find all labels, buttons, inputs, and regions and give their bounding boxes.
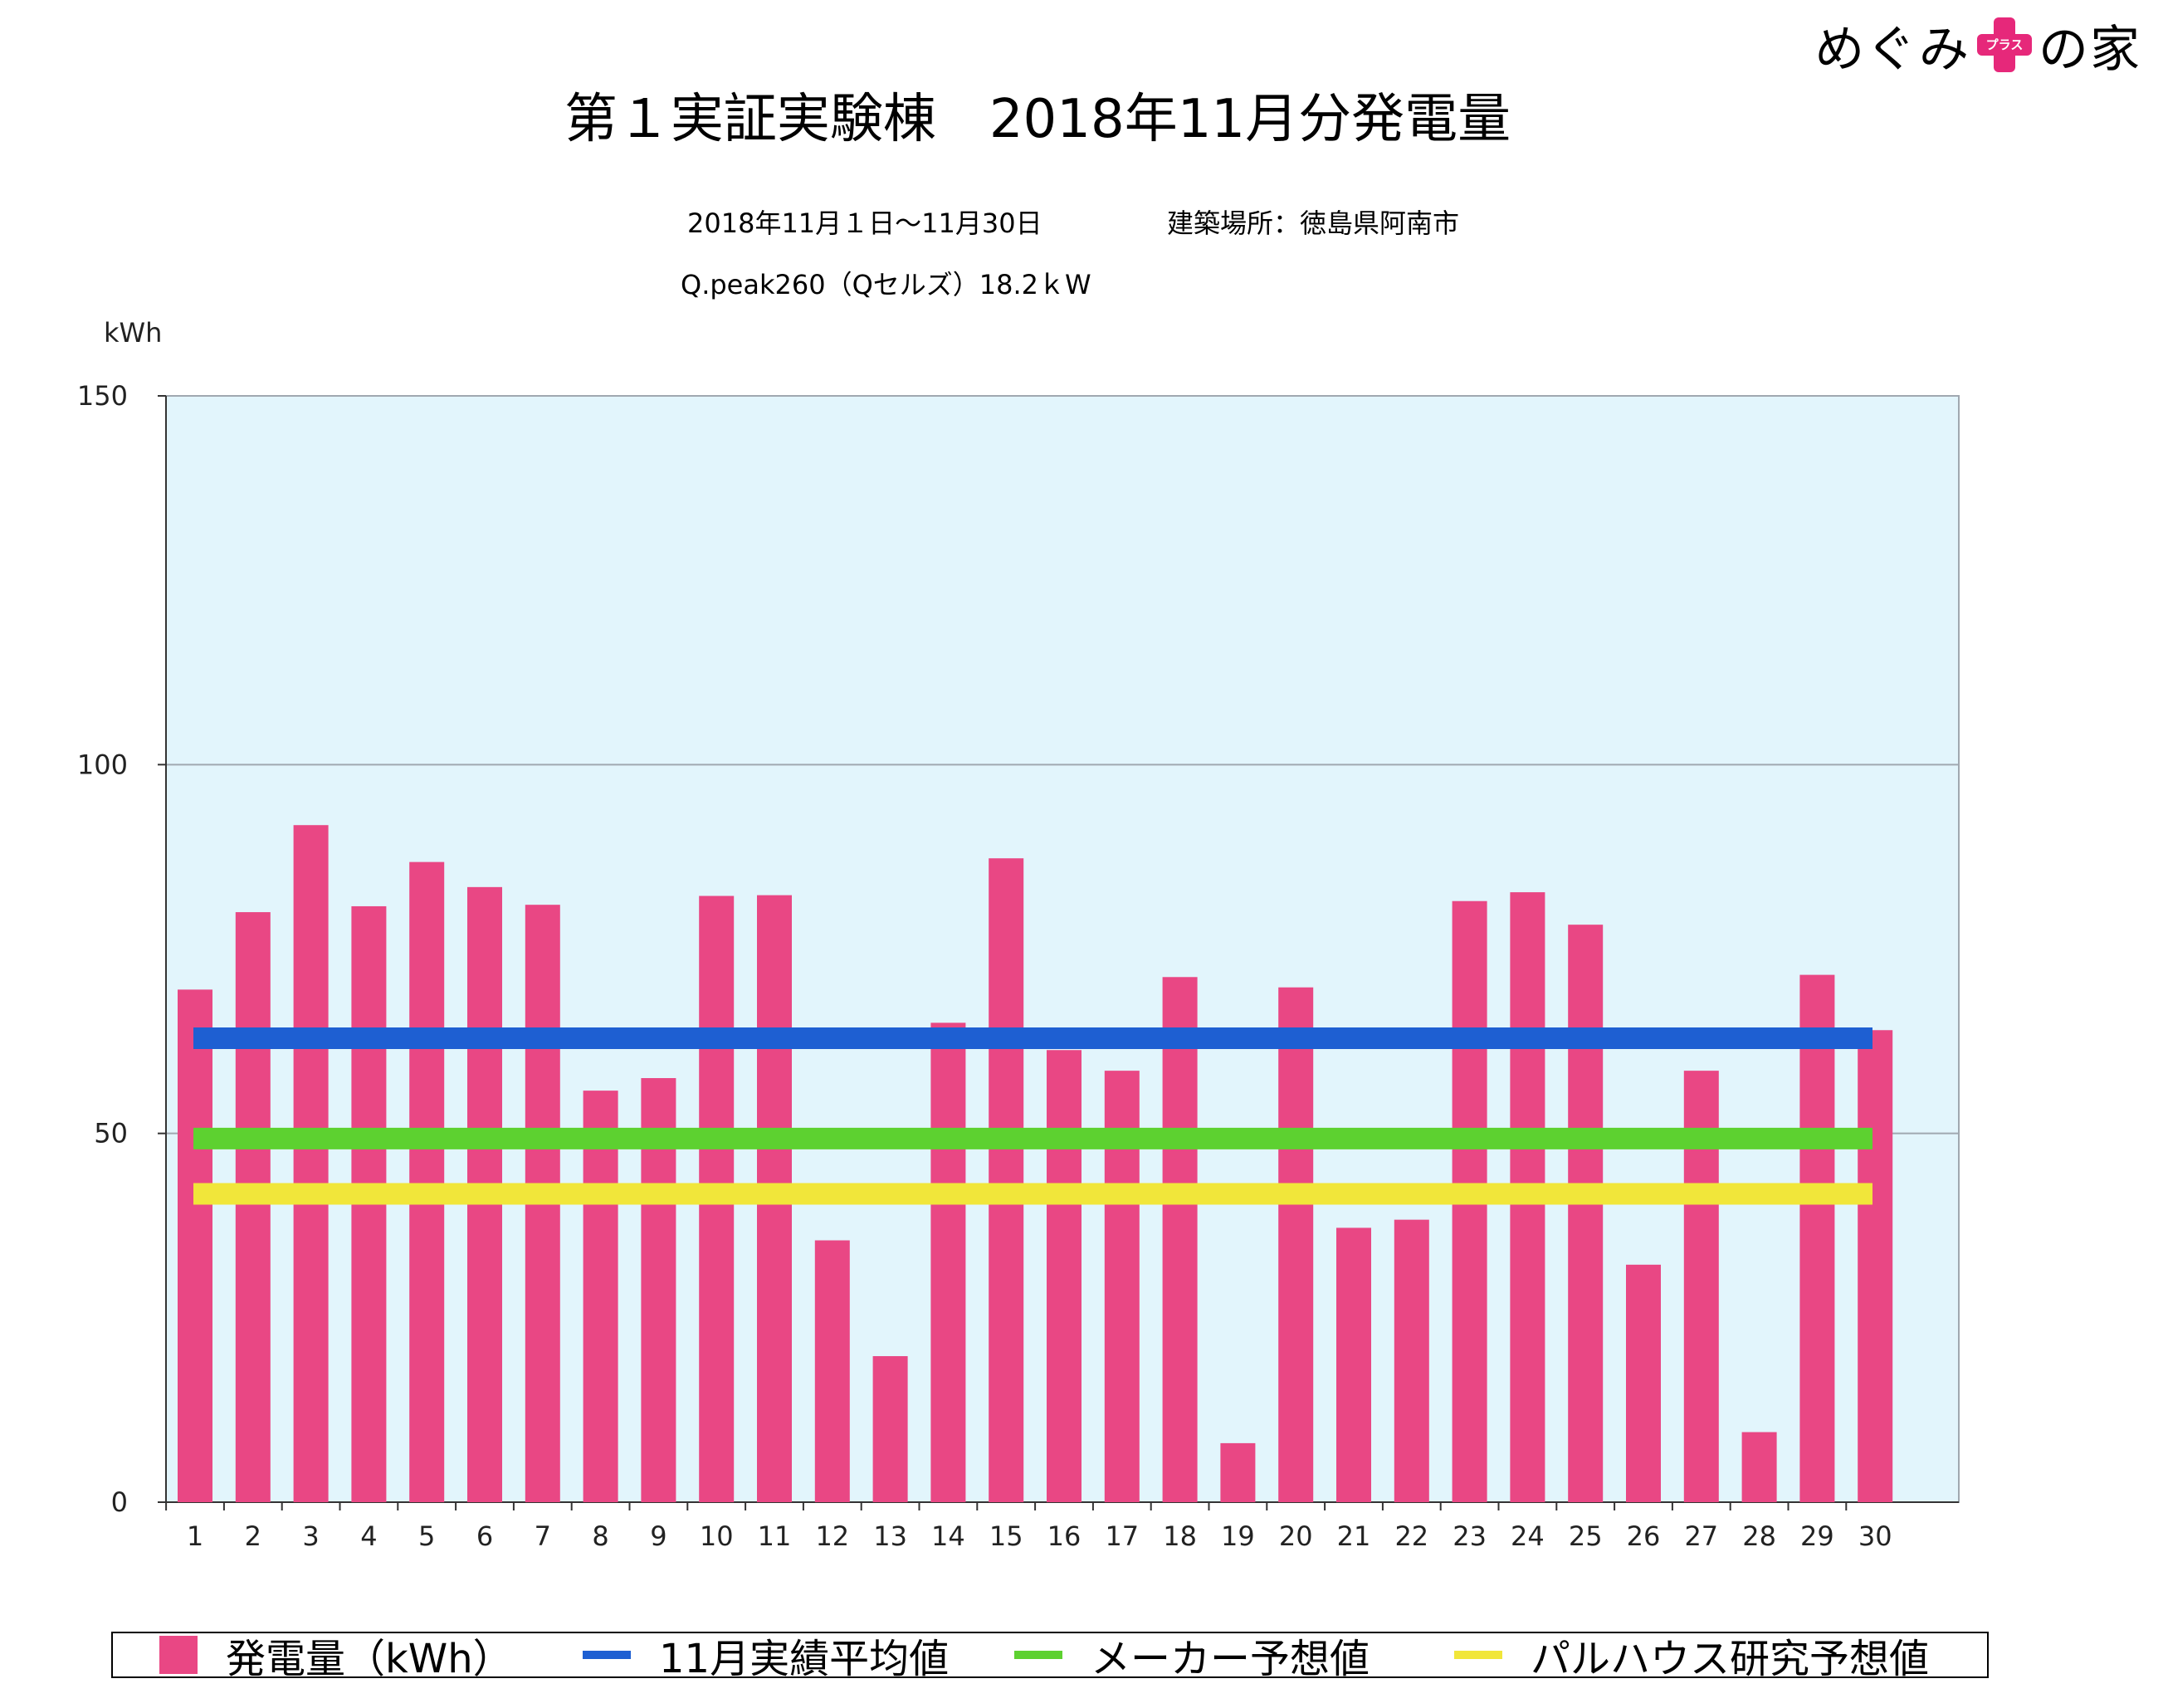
chart-title: 第１実証実験棟 2018年11月分発電量 bbox=[564, 89, 1511, 150]
location-text: 建築場所：徳島県阿南市 bbox=[1167, 207, 1460, 239]
legend-label-generation: 発電量（kWh） bbox=[226, 1636, 513, 1682]
x-tick-label: 5 bbox=[418, 1520, 435, 1552]
legend-label-research: パルハウス研究予想値 bbox=[1531, 1636, 1930, 1682]
x-tick-label: 26 bbox=[1627, 1520, 1661, 1552]
bar-day-13 bbox=[872, 1356, 908, 1502]
bar-day-21 bbox=[1336, 1227, 1371, 1502]
bar-day-25 bbox=[1568, 925, 1604, 1502]
x-tick-label: 23 bbox=[1453, 1520, 1487, 1552]
legend-label-average: 11月実績平均値 bbox=[659, 1636, 950, 1682]
legend-swatch-research bbox=[1454, 1651, 1502, 1659]
x-tick-label: 17 bbox=[1105, 1520, 1139, 1552]
logo-text-left: めぐみ bbox=[1814, 20, 1970, 79]
plus-icon: プラス bbox=[1977, 17, 2032, 72]
bar-day-2 bbox=[235, 912, 271, 1502]
x-tick-label: 14 bbox=[931, 1520, 965, 1552]
bar-day-29 bbox=[1799, 974, 1835, 1502]
x-tick-label: 2 bbox=[245, 1520, 261, 1552]
legend-item-average: 11月実績平均値 bbox=[583, 1633, 949, 1682]
legend-item-maker: メーカー予想値 bbox=[1014, 1633, 1370, 1682]
x-tick-label: 12 bbox=[815, 1520, 849, 1552]
chart-legend: 発電量（kWh） 11月実績平均値 メーカー予想値 パルハウス研究予想値 bbox=[111, 1632, 1989, 1682]
x-tick-label: 29 bbox=[1800, 1520, 1834, 1552]
x-tick-label: 19 bbox=[1221, 1520, 1255, 1552]
x-tick-label: 9 bbox=[650, 1520, 666, 1552]
x-tick-label: 7 bbox=[535, 1520, 551, 1552]
bar-day-1 bbox=[178, 989, 212, 1502]
bar-day-3 bbox=[293, 825, 329, 1502]
bar-day-16 bbox=[1047, 1050, 1082, 1502]
y-tick-label: 50 bbox=[94, 1118, 128, 1149]
brand-logo: めぐみ プラス の家 bbox=[1814, 12, 2141, 79]
x-tick-label: 13 bbox=[873, 1520, 907, 1552]
x-tick-label: 3 bbox=[302, 1520, 319, 1552]
bar-day-19 bbox=[1220, 1442, 1256, 1502]
bar-day-20 bbox=[1278, 987, 1314, 1502]
x-tick-label: 15 bbox=[989, 1520, 1023, 1552]
legend-item-generation: 発電量（kWh） bbox=[159, 1633, 513, 1682]
bar-day-28 bbox=[1741, 1432, 1777, 1502]
x-tick-label: 11 bbox=[758, 1520, 792, 1552]
legend-item-research: パルハウス研究予想値 bbox=[1454, 1633, 1929, 1682]
legend-label-maker: メーカー予想値 bbox=[1091, 1636, 1370, 1682]
x-tick-label: 24 bbox=[1511, 1520, 1545, 1552]
x-tick-label: 16 bbox=[1047, 1520, 1082, 1552]
y-tick-label: 0 bbox=[111, 1486, 128, 1518]
y-axis-label: kWh bbox=[104, 317, 162, 349]
bar-day-14 bbox=[930, 1022, 966, 1502]
bar-day-26 bbox=[1626, 1264, 1661, 1502]
bar-day-8 bbox=[583, 1091, 618, 1502]
y-tick-label: 150 bbox=[77, 380, 128, 412]
x-tick-label: 18 bbox=[1163, 1520, 1197, 1552]
bar-day-22 bbox=[1394, 1219, 1429, 1502]
x-tick-label: 27 bbox=[1684, 1520, 1718, 1552]
logo-plus-text: プラス bbox=[1985, 37, 2024, 52]
x-tick-label: 28 bbox=[1742, 1520, 1776, 1552]
x-tick-label: 20 bbox=[1279, 1520, 1313, 1552]
bar-day-15 bbox=[989, 858, 1024, 1502]
y-tick-label: 100 bbox=[77, 749, 128, 780]
x-tick-label: 4 bbox=[360, 1520, 377, 1552]
bar-day-30 bbox=[1858, 1030, 1893, 1502]
x-tick-label: 6 bbox=[476, 1520, 493, 1552]
x-tick-label: 1 bbox=[187, 1520, 203, 1552]
panel-text: Q.peak260（Qセルズ）18.2ｋW bbox=[681, 269, 1091, 300]
bar-day-5 bbox=[409, 861, 445, 1502]
legend-swatch-maker bbox=[1014, 1651, 1062, 1659]
period-text: 2018年11月１日〜11月30日 bbox=[687, 207, 1042, 239]
bar-day-18 bbox=[1162, 977, 1198, 1502]
logo-text-right: の家 bbox=[2038, 20, 2141, 79]
x-tick-label: 22 bbox=[1394, 1520, 1428, 1552]
x-tick-label: 10 bbox=[700, 1520, 734, 1552]
legend-swatch-average bbox=[583, 1651, 631, 1659]
x-tick-label: 25 bbox=[1569, 1520, 1603, 1552]
x-tick-label: 30 bbox=[1858, 1520, 1892, 1552]
legend-swatch-generation bbox=[159, 1636, 198, 1674]
x-tick-label: 21 bbox=[1337, 1520, 1371, 1552]
x-tick-label: 8 bbox=[592, 1520, 608, 1552]
bar-day-12 bbox=[814, 1240, 850, 1502]
